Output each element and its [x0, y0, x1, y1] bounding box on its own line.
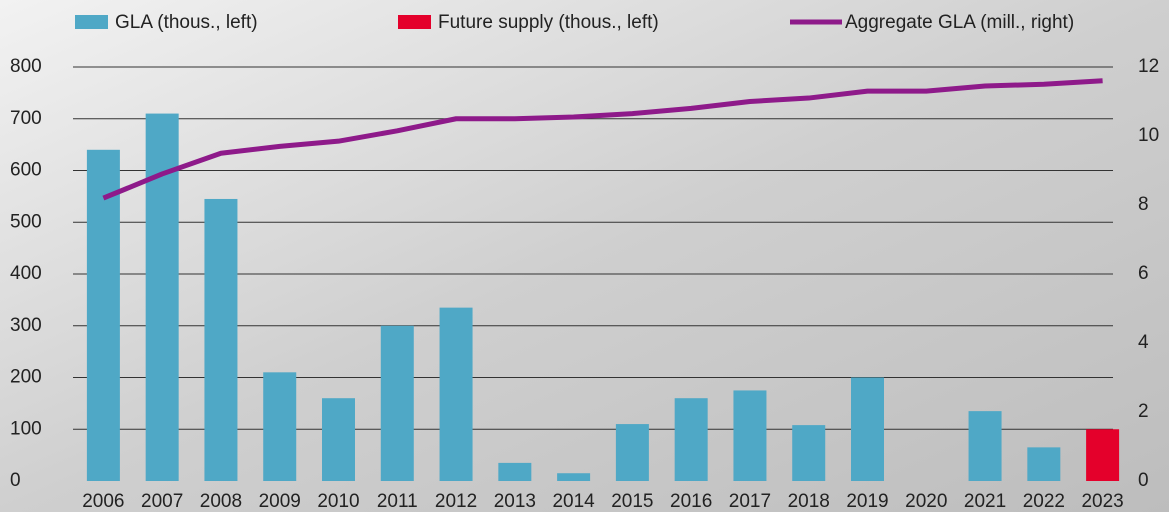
legend-label: GLA (thous., left): [115, 12, 258, 33]
bar: [557, 473, 590, 481]
bar: [498, 463, 531, 481]
x-tick-label: 2015: [611, 491, 653, 512]
bar: [263, 372, 296, 481]
x-tick-label: 2022: [1023, 491, 1065, 512]
page: {"chart_data": {"type": "bar", "categori…: [0, 0, 1169, 512]
y-tick-label: 200: [10, 367, 42, 388]
y2-tick-label: 10: [1138, 125, 1159, 146]
bar: [440, 308, 473, 481]
x-tick-label: 2008: [200, 491, 242, 512]
bar: [969, 411, 1002, 481]
y-tick-label: 300: [10, 315, 42, 336]
x-tick-label: 2020: [905, 491, 947, 512]
legend-swatch: [398, 15, 431, 29]
y2-tick-label: 2: [1138, 401, 1149, 422]
bar: [204, 199, 237, 481]
bar: [87, 150, 120, 481]
y-tick-label: 500: [10, 211, 42, 232]
x-tick-label: 2007: [141, 491, 183, 512]
legend-label: Aggregate GLA (mill., right): [845, 12, 1074, 33]
x-tick-label: 2006: [82, 491, 124, 512]
x-tick-label: 2014: [552, 491, 595, 512]
bar: [851, 378, 884, 482]
y-tick-label: 100: [10, 418, 42, 439]
y-tick-label: 400: [10, 263, 42, 284]
y-tick-label: 0: [10, 470, 21, 491]
y-tick-label: 600: [10, 160, 42, 181]
y2-tick-label: 4: [1138, 332, 1149, 353]
x-tick-label: 2010: [317, 491, 359, 512]
x-tick-label: 2016: [670, 491, 712, 512]
bar: [1086, 429, 1119, 481]
y-tick-label: 700: [10, 108, 42, 129]
bar: [616, 424, 649, 481]
x-tick-label: 2018: [788, 491, 830, 512]
bar: [675, 398, 708, 481]
bar: [322, 398, 355, 481]
y2-tick-label: 8: [1138, 194, 1149, 215]
y2-tick-label: 0: [1138, 470, 1149, 491]
bar: [733, 390, 766, 481]
x-tick-label: 2017: [729, 491, 771, 512]
chart: 0 100 200 300 400 500 600 700 800 0 2 4 6 8 10 12 2006 20…: [0, 0, 1169, 512]
y2-tick-label: 12: [1138, 56, 1159, 77]
bar: [381, 326, 414, 481]
y-tick-label: 800: [10, 56, 42, 77]
bar: [792, 425, 825, 481]
x-tick-label: 2009: [259, 491, 301, 512]
bar: [1027, 447, 1060, 481]
x-tick-label: 2011: [377, 491, 418, 512]
x-tick-label: 2021: [964, 491, 1006, 512]
x-tick-label: 2012: [435, 491, 477, 512]
legend-swatch: [75, 15, 108, 29]
legend-label: Future supply (thous., left): [438, 12, 659, 33]
x-tick-label: 2023: [1081, 491, 1123, 512]
x-tick-label: 2013: [494, 491, 536, 512]
y2-tick-label: 6: [1138, 263, 1149, 284]
x-tick-label: 2019: [846, 491, 888, 512]
